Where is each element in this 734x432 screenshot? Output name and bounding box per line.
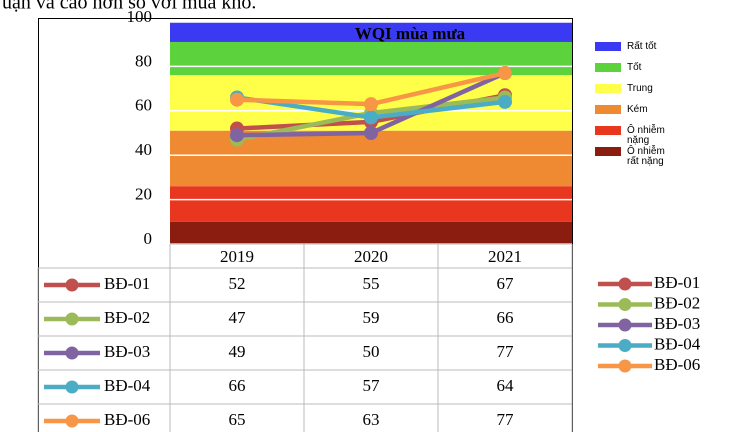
caption: uận và cao hơn so với mùa khô. [2,0,256,14]
legend-key-marker [618,318,632,332]
table-cell: 65 [229,410,246,429]
legend-key-marker [618,339,632,352]
legend-swatch [595,126,621,135]
table-cell: 55 [363,274,380,293]
band-legend-item: Tốt [595,63,675,73]
table-cell: 66 [497,308,514,327]
legend-label: BĐ-03 [654,314,700,333]
legend-label: Ô nhiễm nặng [627,125,665,146]
x-tick-label: 2019 [220,247,254,266]
y-tick-label: 100 [127,7,153,26]
table-row-label: BĐ-01 [104,274,150,293]
point [230,92,244,107]
band [170,221,572,244]
table-cell: 64 [497,376,515,395]
legend-swatch [595,105,621,114]
legend-swatch [595,42,621,51]
band [170,22,572,42]
legend-key-marker [65,312,79,326]
band [170,186,572,222]
legend-key-marker [618,298,632,311]
table-cell: 63 [363,410,380,429]
table-row-label: BĐ-03 [104,342,150,361]
legend-swatch [595,147,621,156]
band-legend-item: Rất tốt [595,42,675,52]
legend-key-marker [65,278,79,292]
legend-swatch [595,63,621,72]
table-cell: 47 [229,308,247,327]
y-tick-label: 40 [135,140,152,159]
point [364,126,378,140]
frame [38,18,573,432]
x-tick-label: 2021 [488,247,522,266]
legend-label: BĐ-04 [654,334,701,353]
table-cell: 59 [363,308,380,327]
table-cell: 77 [497,410,515,429]
legend-label: Trung [627,83,653,94]
legend-label: Ô nhiễm rất nặng [627,146,665,167]
legend-key-marker [65,346,79,360]
legend-label: BĐ-06 [654,355,700,374]
table-row-label: BĐ-06 [104,410,150,429]
table-cell: 50 [363,342,380,361]
y-tick-label: 20 [135,185,152,204]
band-legend-item: Trung [595,84,675,94]
legend-swatch [595,84,621,93]
band-legend-item: Ô nhiễm rất nặng [595,147,675,167]
x-tick-label: 2020 [354,247,388,266]
legend-label: Rất tốt [627,41,657,52]
band [170,41,572,76]
table-cell: 49 [229,342,246,361]
point [364,110,378,125]
table-cell: 67 [497,274,515,293]
band-legend-item: Kém [595,105,675,115]
table-row-label: BĐ-02 [104,308,150,327]
legend-label: BĐ-01 [654,273,700,292]
legend-key-marker [65,414,79,428]
legend-key-marker [618,359,632,373]
table-cell: 57 [363,376,381,395]
legend-label: Tốt [627,62,642,73]
y-tick-label: 0 [144,229,153,248]
table-cell: 77 [497,342,515,361]
chart-title: WQI mùa mưa [355,24,466,43]
point [230,128,244,143]
point [364,97,378,112]
y-tick-label: 60 [135,96,152,115]
table-cell: 66 [229,376,246,395]
legend-key-marker [65,380,79,394]
table-row-label: BĐ-04 [104,376,151,395]
table-cell: 52 [229,274,246,293]
legend-label: Kém [627,104,648,115]
point [498,94,512,109]
y-tick-label: 80 [135,51,152,70]
point [498,66,512,81]
band-legend-item: Ô nhiễm nặng [595,126,675,146]
legend-key-marker [618,277,632,291]
legend-label: BĐ-02 [654,293,700,312]
data-table [37,243,573,432]
